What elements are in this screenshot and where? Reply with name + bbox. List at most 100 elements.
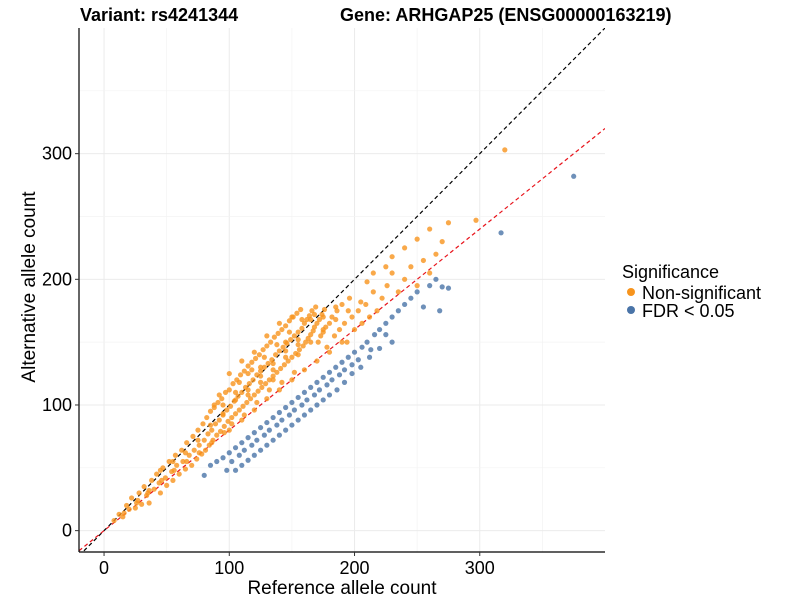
data-point <box>266 427 272 433</box>
data-point <box>344 339 350 345</box>
x-axis-label: Reference allele count <box>247 578 437 599</box>
data-point <box>339 359 345 365</box>
data-point <box>320 374 326 380</box>
data-point <box>255 388 261 394</box>
data-point <box>121 510 127 516</box>
data-point <box>164 482 170 489</box>
data-point <box>473 217 479 223</box>
data-point <box>283 348 289 354</box>
data-point <box>341 320 348 326</box>
data-point <box>283 323 289 329</box>
data-point <box>225 418 231 424</box>
data-point <box>251 407 257 413</box>
data-point <box>389 270 395 276</box>
data-point <box>146 487 152 494</box>
data-point <box>239 440 245 446</box>
data-point <box>366 314 373 320</box>
data-point <box>226 427 232 433</box>
data-point <box>232 467 239 473</box>
data-point <box>224 407 230 413</box>
data-point <box>420 257 427 264</box>
data-point <box>216 417 222 423</box>
data-point <box>261 354 267 360</box>
data-point <box>245 435 251 441</box>
data-point <box>184 440 190 446</box>
data-point <box>314 402 320 408</box>
data-point <box>283 404 289 411</box>
data-point <box>439 284 445 290</box>
data-point <box>237 372 244 378</box>
data-point <box>276 320 282 326</box>
data-point <box>336 326 343 333</box>
data-point <box>301 412 308 418</box>
data-point <box>239 462 245 468</box>
data-point <box>318 333 324 339</box>
data-point <box>341 367 348 373</box>
data-point <box>289 422 295 428</box>
data-point <box>230 381 236 387</box>
data-point <box>249 367 255 373</box>
data-point <box>326 320 333 326</box>
data-point <box>166 458 172 465</box>
data-point <box>247 396 254 402</box>
data-point <box>227 403 234 409</box>
data-point <box>245 387 251 393</box>
data-point <box>320 397 326 403</box>
data-point <box>295 394 301 401</box>
data-point <box>303 339 309 345</box>
data-point <box>339 339 345 345</box>
data-point <box>174 462 180 468</box>
data-point <box>427 283 433 289</box>
data-point <box>351 349 358 355</box>
data-point <box>257 364 264 370</box>
data-point <box>345 308 351 314</box>
data-point <box>420 304 427 310</box>
data-point <box>402 245 408 251</box>
data-point <box>252 355 259 362</box>
data-point <box>261 432 267 438</box>
data-point <box>251 452 257 458</box>
data-point <box>368 347 374 353</box>
data-point <box>383 264 389 270</box>
data-point <box>257 424 264 431</box>
data-point <box>359 320 365 326</box>
data-point <box>280 344 286 350</box>
data-point <box>241 447 247 453</box>
data-point <box>314 358 320 364</box>
data-point <box>355 357 361 363</box>
reference-lines <box>79 28 605 552</box>
data-point <box>379 295 385 301</box>
data-point <box>270 367 276 373</box>
data-point <box>265 360 271 367</box>
data-point <box>154 471 160 477</box>
data-point <box>376 345 383 352</box>
data-point <box>236 379 242 385</box>
data-point <box>384 283 390 289</box>
data-point <box>358 364 364 370</box>
data-point <box>498 230 504 236</box>
data-point <box>222 389 229 396</box>
data-point <box>295 352 301 358</box>
data-point <box>286 318 292 324</box>
data-point <box>241 368 247 374</box>
y-tick-label: 0 <box>62 521 72 541</box>
data-point <box>402 276 408 282</box>
data-point <box>308 407 314 413</box>
data-point <box>276 348 282 354</box>
data-point <box>229 421 235 427</box>
data-point <box>299 402 305 408</box>
data-point <box>215 399 221 406</box>
data-point <box>414 236 420 242</box>
data-point <box>349 314 355 320</box>
data-point <box>260 347 266 353</box>
data-point <box>445 220 452 226</box>
data-point <box>256 352 262 358</box>
data-point <box>170 458 176 465</box>
data-point <box>295 329 301 335</box>
data-point <box>195 437 201 443</box>
data-point <box>184 458 190 465</box>
data-point <box>326 349 333 355</box>
data-point <box>132 505 138 511</box>
data-point <box>196 442 202 448</box>
data-point <box>236 452 242 458</box>
